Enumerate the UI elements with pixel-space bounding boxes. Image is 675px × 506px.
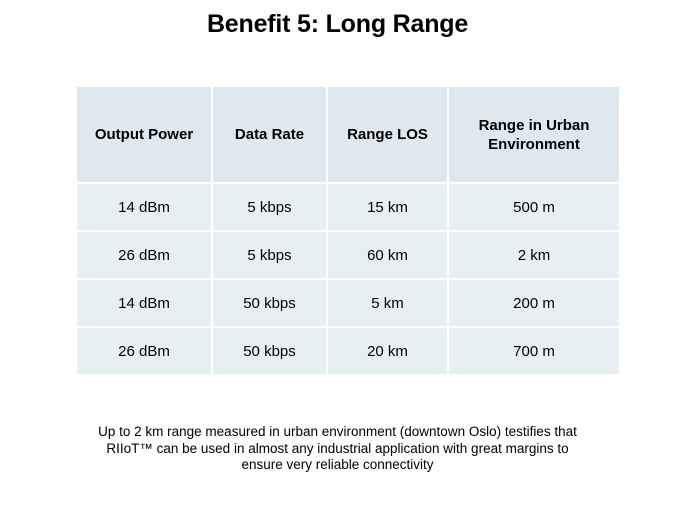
cell-data-rate: 5 kbps: [211, 182, 328, 232]
cell-range-urban: 500 m: [447, 182, 619, 232]
cell-range-los: 5 km: [326, 278, 449, 328]
header-output-power: Output Power: [77, 87, 213, 184]
cell-output-power: 14 dBm: [77, 182, 213, 232]
footnote-line: RIIoT™ can be used in almost any industr…: [106, 440, 569, 456]
cell-data-rate: 50 kbps: [211, 278, 328, 328]
cell-range-los: 20 km: [326, 326, 449, 374]
table-row: 26 dBm 50 kbps 20 km 700 m: [77, 326, 619, 374]
footnote-line: ensure very reliable connectivity: [241, 457, 434, 472]
cell-data-rate: 5 kbps: [211, 230, 328, 280]
table-row: 26 dBm 5 kbps 60 km 2 km: [77, 230, 619, 280]
footnote-line: Up to 2 km range measured in urban envir…: [98, 424, 577, 439]
range-table: Output Power Data Rate Range LOS Range i…: [77, 87, 619, 374]
cell-data-rate: 50 kbps: [211, 326, 328, 374]
header-range-los: Range LOS: [326, 87, 449, 184]
header-range-urban: Range in Urban Environment: [447, 87, 619, 184]
cell-output-power: 26 dBm: [77, 230, 213, 280]
slide-title: Benefit 5: Long Range: [206, 10, 469, 38]
cell-range-urban: 2 km: [447, 230, 619, 280]
cell-range-los: 15 km: [326, 182, 449, 232]
header-data-rate: Data Rate: [211, 87, 328, 184]
range-table-container: Output Power Data Rate Range LOS Range i…: [77, 87, 619, 374]
cell-output-power: 26 dBm: [77, 326, 213, 374]
cell-output-power: 14 dBm: [77, 278, 213, 328]
cell-range-urban: 200 m: [447, 278, 619, 328]
cell-range-urban: 700 m: [447, 326, 619, 374]
table-row: 14 dBm 50 kbps 5 km 200 m: [77, 278, 619, 328]
cell-range-los: 60 km: [326, 230, 449, 280]
table-header-row: Output Power Data Rate Range LOS Range i…: [77, 87, 619, 184]
footnote: Up to 2 km range measured in urban envir…: [60, 424, 615, 474]
table-row: 14 dBm 5 kbps 15 km 500 m: [77, 182, 619, 232]
